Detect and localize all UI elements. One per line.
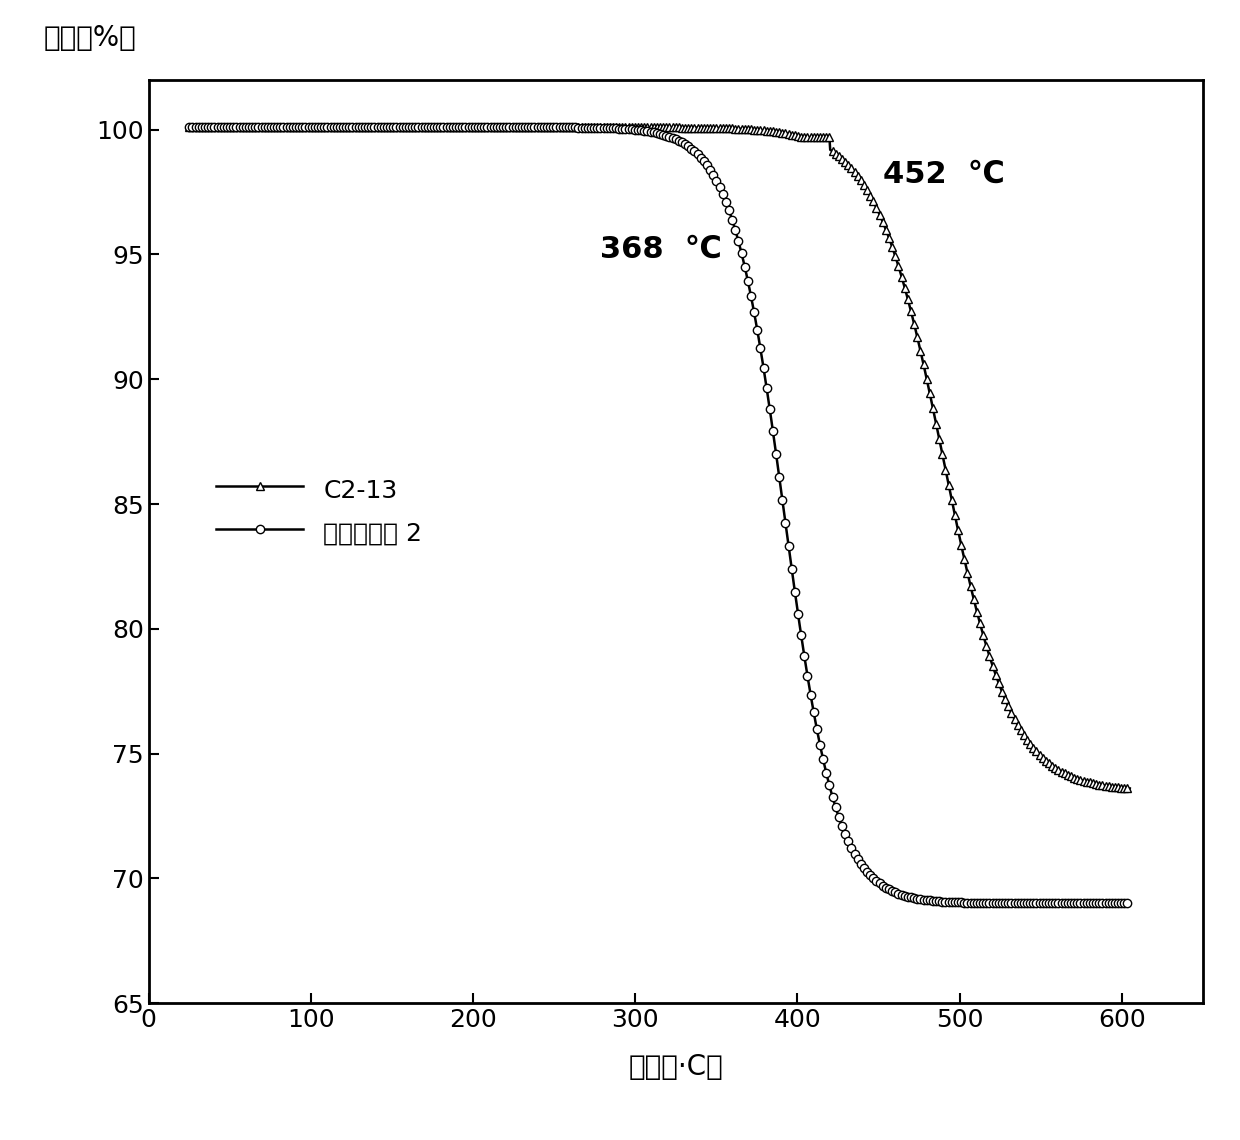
- Text: 重量（%）: 重量（%）: [43, 24, 136, 52]
- Text: 452  ℃: 452 ℃: [883, 160, 1006, 189]
- Text: 368  ℃: 368 ℃: [600, 235, 722, 264]
- Legend: C2-13, 对比配合物 2: C2-13, 对比配合物 2: [203, 462, 435, 560]
- X-axis label: 温度（·C）: 温度（·C）: [629, 1053, 723, 1081]
